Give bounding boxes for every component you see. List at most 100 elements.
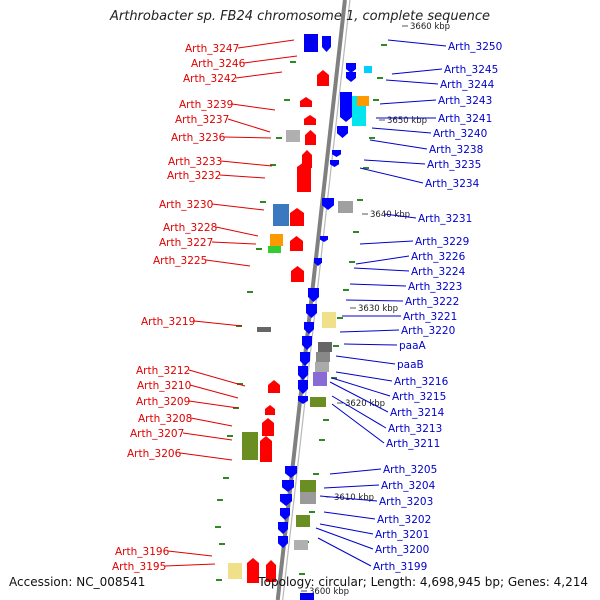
reverse-gene-arrow bbox=[306, 304, 317, 318]
orf-mark bbox=[373, 99, 379, 101]
right-gene-label: Arth_3226 bbox=[411, 251, 466, 263]
right-label-leader bbox=[391, 68, 443, 75]
topology-summary: Topology: circular; Length: 4,698,945 bp… bbox=[258, 575, 588, 589]
left-label-leader bbox=[188, 369, 246, 387]
reverse-gene-arrow bbox=[302, 336, 312, 350]
reverse-gene-arrow bbox=[278, 522, 288, 534]
orf-mark bbox=[290, 61, 296, 63]
gene-box bbox=[268, 246, 281, 253]
reverse-gene-arrow bbox=[278, 536, 288, 548]
right-label-leader bbox=[329, 468, 382, 475]
gene-box bbox=[286, 130, 300, 142]
left-gene-label: Arth_3230 bbox=[159, 199, 213, 211]
right-label-leader bbox=[335, 355, 396, 365]
right-gene-label: Arth_3240 bbox=[433, 128, 487, 140]
right-gene-label: Arth_3223 bbox=[408, 281, 462, 293]
right-label-leader bbox=[359, 240, 414, 245]
backbone-line bbox=[282, 0, 351, 600]
left-gene-label: Arth_3212 bbox=[136, 365, 190, 377]
gene-box bbox=[313, 372, 327, 386]
reverse-gene-arrow bbox=[314, 258, 322, 266]
right-label-leader bbox=[319, 523, 374, 535]
reverse-gene-arrow bbox=[320, 236, 328, 242]
orf-mark bbox=[337, 317, 343, 319]
left-gene-label: Arth_3228 bbox=[163, 222, 217, 234]
orf-mark bbox=[357, 199, 363, 201]
right-gene-label: Arth_3238 bbox=[429, 144, 483, 156]
orf-mark bbox=[349, 261, 355, 263]
scale-tick-label: 3650 kbp bbox=[387, 116, 427, 126]
right-label-leader bbox=[363, 159, 426, 165]
right-label-leader bbox=[331, 403, 385, 444]
gene-box bbox=[300, 480, 316, 492]
left-gene-label: Arth_3242 bbox=[183, 73, 237, 85]
left-gene-label: Arth_3196 bbox=[115, 546, 170, 558]
left-gene-label: Arth_3209 bbox=[136, 396, 190, 408]
left-label-leader bbox=[205, 259, 251, 267]
right-gene-label: Arth_3205 bbox=[383, 464, 437, 476]
orf-mark bbox=[323, 419, 329, 421]
left-gene-label: Arth_3225 bbox=[153, 255, 207, 267]
forward-gene-arrow bbox=[290, 236, 303, 251]
right-gene-label: Arth_3201 bbox=[375, 529, 429, 541]
right-gene-label: Arth_3213 bbox=[388, 423, 442, 435]
scale-tick-label: 3620 kbp bbox=[345, 399, 385, 409]
right-label-leader bbox=[355, 255, 410, 265]
right-gene-label: Arth_3222 bbox=[405, 296, 459, 308]
right-gene-label: Arth_3220 bbox=[401, 325, 455, 337]
right-gene-label: Arth_3216 bbox=[394, 376, 449, 388]
reverse-gene-arrow bbox=[308, 288, 319, 302]
gene-box bbox=[273, 204, 289, 226]
right-gene-label: Arth_3202 bbox=[377, 514, 431, 526]
left-label-leader bbox=[188, 400, 239, 409]
scale-tick-label: 3660 kbp bbox=[410, 22, 450, 32]
gene-box bbox=[322, 312, 336, 328]
left-label-leader bbox=[223, 136, 272, 139]
right-label-leader bbox=[339, 329, 400, 333]
right-gene-label: Arth_3231 bbox=[418, 213, 472, 225]
orf-mark bbox=[381, 44, 387, 46]
right-gene-label: Arth_3199 bbox=[373, 561, 427, 573]
left-label-leader bbox=[215, 226, 259, 237]
reverse-gene-arrow bbox=[330, 160, 339, 167]
gene-box bbox=[318, 342, 332, 352]
left-gene-label: Arth_3246 bbox=[191, 58, 246, 70]
orf-mark bbox=[333, 345, 339, 347]
right-gene-label: Arth_3234 bbox=[425, 178, 480, 190]
right-gene-label: Arth_3241 bbox=[438, 113, 492, 125]
forward-gene-arrow bbox=[247, 558, 259, 583]
orf-mark bbox=[377, 77, 383, 79]
reverse-gene-arrow bbox=[298, 380, 308, 394]
gene-box bbox=[270, 234, 283, 246]
right-label-leader bbox=[371, 127, 432, 134]
left-label-leader bbox=[211, 203, 265, 211]
reverse-gene-arrow bbox=[346, 72, 356, 82]
right-gene-label: paaA bbox=[399, 340, 427, 352]
gene-box bbox=[300, 593, 314, 600]
left-gene-label: Arth_3206 bbox=[127, 448, 182, 460]
orf-mark bbox=[284, 99, 290, 101]
map-footer: Accession: NC_008541 Topology: circular;… bbox=[0, 575, 600, 591]
map-title: Arthrobacter sp. FB24 chromosome 1, comp… bbox=[109, 9, 491, 24]
right-gene-label: Arth_3211 bbox=[386, 438, 440, 450]
gene-box bbox=[257, 327, 271, 332]
right-gene-label: Arth_3215 bbox=[392, 391, 446, 403]
right-label-leader bbox=[317, 537, 372, 567]
orf-mark bbox=[270, 164, 276, 166]
reverse-gene-arrow bbox=[282, 480, 294, 492]
reverse-gene-arrow bbox=[340, 92, 352, 122]
orf-mark bbox=[309, 511, 315, 513]
left-label-leader bbox=[237, 39, 295, 49]
left-gene-label: Arth_3233 bbox=[168, 156, 222, 168]
orf-mark bbox=[260, 201, 266, 203]
right-label-leader bbox=[331, 377, 391, 397]
forward-gene-arrow bbox=[297, 162, 311, 192]
orf-mark bbox=[276, 137, 282, 139]
left-gene-label: Arth_3227 bbox=[159, 237, 213, 249]
gene-box bbox=[310, 397, 326, 407]
left-gene-label: Arth_3237 bbox=[175, 114, 229, 126]
right-label-leader bbox=[385, 79, 439, 85]
right-gene-label: Arth_3243 bbox=[438, 95, 492, 107]
left-label-leader bbox=[220, 160, 273, 167]
